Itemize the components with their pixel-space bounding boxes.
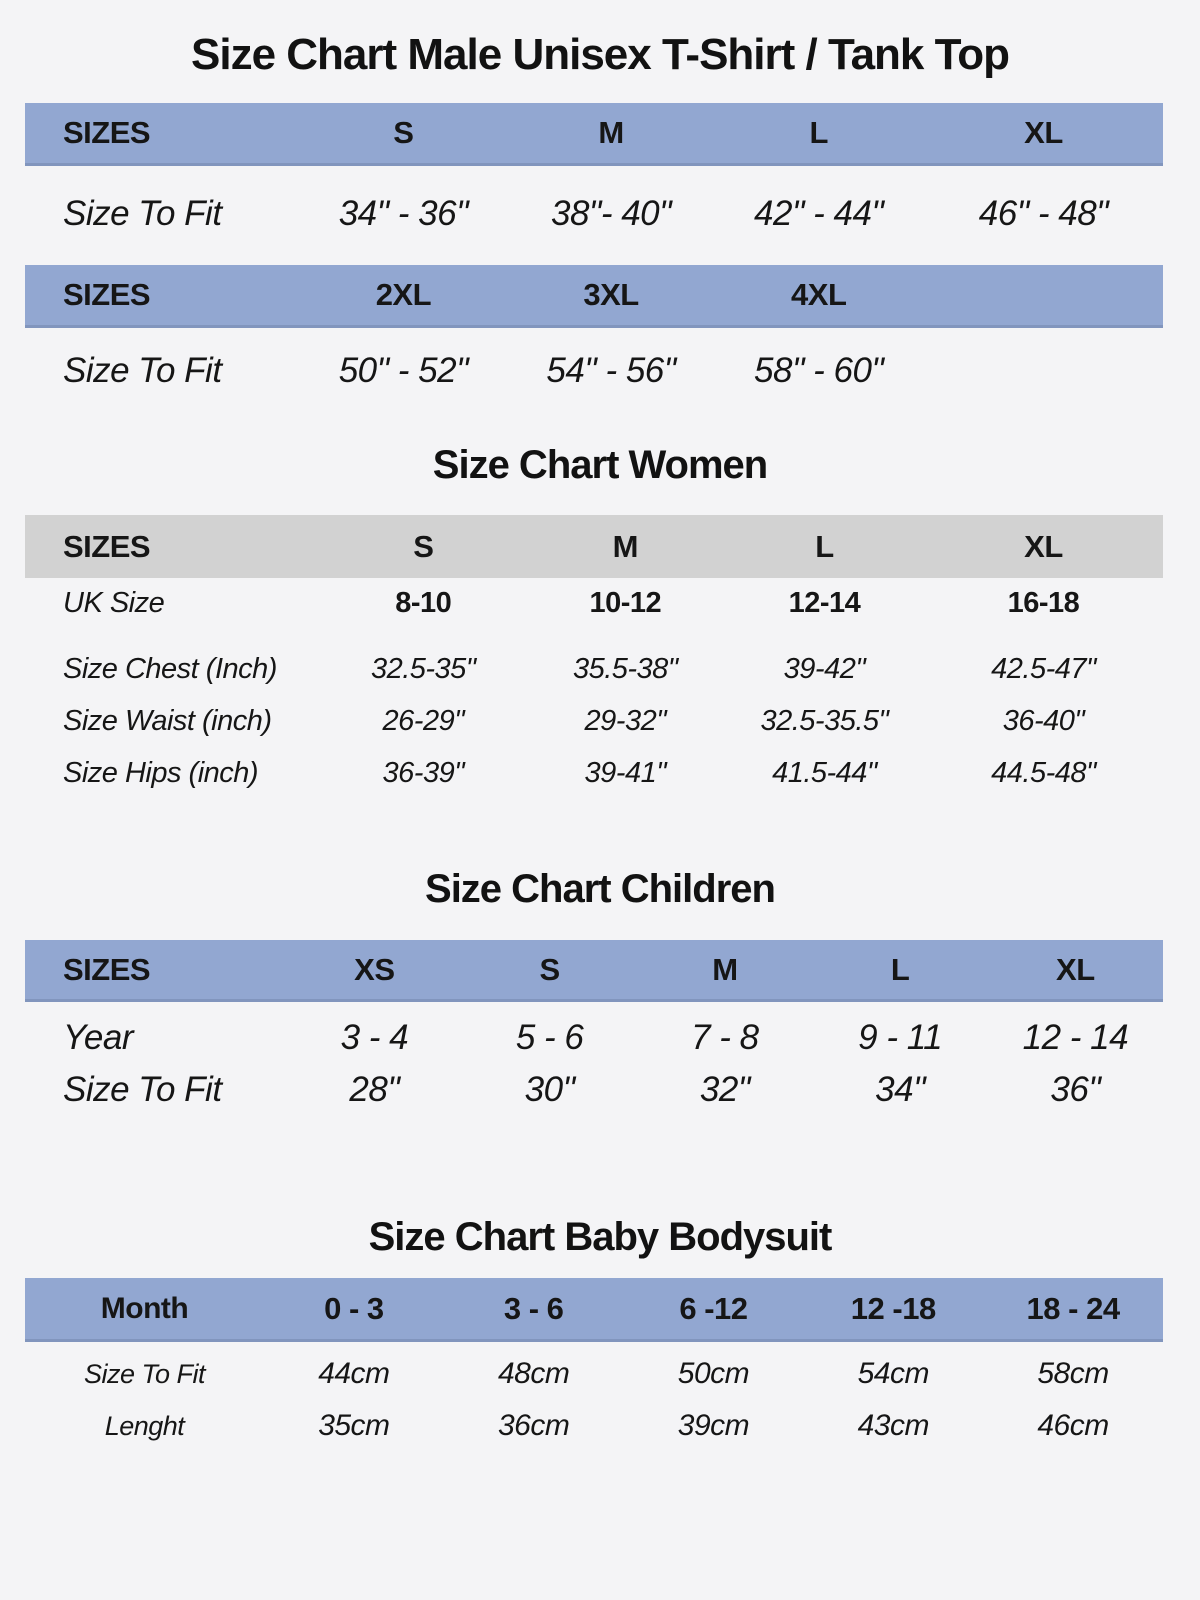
table-cell: 54" - 56" [546, 351, 676, 390]
table-cell: 36-40" [1002, 704, 1085, 737]
table-cell: 44cm [318, 1357, 390, 1390]
table-cell: 12 - 14 [1022, 1018, 1129, 1057]
male-header-xl: XL [1024, 115, 1063, 150]
table-cell: 36cm [497, 1409, 570, 1442]
male-header-3xl: 3XL [583, 277, 639, 312]
table-cell: 30" [524, 1070, 575, 1109]
table-cell: 3 - 4 [340, 1018, 409, 1057]
table-cell: 28" [349, 1070, 400, 1109]
table-cell: 43cm [857, 1409, 930, 1442]
table-cell: 36" [1050, 1070, 1101, 1109]
women-header-s: S [413, 528, 434, 564]
women-hips-row: Size Hips (inch) 36-39" 39-41" 41.5-44" … [25, 752, 1163, 794]
table-cell: 36-39" [382, 756, 465, 789]
table-cell: 26-29" [382, 704, 465, 737]
baby-header-6-12: 6 -12 [679, 1290, 748, 1326]
table-cell: 35cm [318, 1409, 390, 1442]
table-cell: 54cm [857, 1357, 930, 1390]
baby-header-3-6: 3 - 6 [503, 1290, 564, 1326]
table-cell: 34" - 36" [338, 194, 469, 233]
male-header-2xl: 2XL [375, 277, 432, 312]
table-cell: 7 - 8 [691, 1018, 759, 1057]
women-header-m: M [612, 528, 639, 564]
children-header-s: S [539, 951, 561, 987]
table-cell: 16-18 [1007, 586, 1080, 619]
row-label: Size Chest (Inch) [63, 652, 277, 685]
male-header-sizes: SIZES [63, 115, 151, 150]
row-label: Lenght [104, 1410, 185, 1441]
male-header-sizes-2: SIZES [63, 277, 151, 312]
table-cell: 58" - 60" [754, 351, 884, 390]
table-cell: 48cm [497, 1357, 570, 1390]
children-size-to-fit-row: Size To Fit 28" 30" 32" 34" 36" [25, 1066, 1163, 1114]
row-label: Size To Fit [63, 1070, 222, 1109]
row-label: Size To Fit [63, 194, 222, 233]
table-cell: 41.5-44" [772, 756, 877, 789]
women-header-sizes: SIZES [63, 528, 151, 564]
male-chart-title: Size Chart Male Unisex T-Shirt / Tank To… [191, 30, 1010, 79]
table-cell: 46cm [1037, 1409, 1109, 1442]
table-cell: 34" [875, 1070, 926, 1109]
male-header-s: S [393, 115, 414, 150]
table-cell: 32.5-35.5" [760, 704, 889, 737]
table-cell: 10-12 [589, 586, 662, 619]
children-year-row: Year 3 - 4 5 - 6 7 - 8 9 - 11 12 - 14 [25, 1014, 1163, 1062]
children-header-xl: XL [1056, 951, 1095, 987]
male-header-4xl: 4XL [791, 277, 847, 312]
table-cell: 42.5-47" [991, 652, 1096, 685]
row-label: UK Size [63, 586, 165, 619]
table-cell: 39-42" [783, 652, 866, 685]
table-cell: 5 - 6 [515, 1018, 584, 1057]
male-header-m: M [598, 115, 624, 150]
male-header-row-1: SIZES S M L XL [25, 103, 1163, 166]
children-header-row: SIZES XS S M L XL [25, 940, 1163, 1002]
row-label: Size To Fit [63, 351, 222, 390]
row-label: Year [63, 1018, 133, 1057]
baby-size-to-fit-row: Size To Fit 44cm 48cm 50cm 54cm 58cm [25, 1352, 1163, 1396]
row-label: Size Waist (inch) [63, 704, 272, 737]
male-header-l: L [809, 115, 828, 150]
table-cell: 38"- 40" [550, 194, 672, 233]
table-cell: 12-14 [788, 586, 861, 619]
row-label: Size Hips (inch) [63, 756, 259, 789]
children-header-xs: XS [354, 951, 395, 987]
women-header-xl: XL [1024, 528, 1063, 564]
male-size-to-fit-row-1: Size To Fit 34" - 36" 38"- 40" 42" - 44"… [25, 180, 1163, 248]
baby-length-row: Lenght 35cm 36cm 39cm 43cm 46cm [25, 1404, 1163, 1448]
baby-chart-title: Size Chart Baby Bodysuit [368, 1215, 833, 1259]
table-cell: 42" - 44" [754, 194, 884, 233]
baby-header-0-3: 0 - 3 [324, 1290, 384, 1326]
children-header-sizes: SIZES [63, 951, 151, 987]
table-cell: 39-41" [584, 756, 667, 789]
baby-header-18-24: 18 - 24 [1026, 1290, 1121, 1326]
children-header-l: L [890, 951, 910, 987]
baby-header-12-18: 12 -18 [850, 1290, 936, 1326]
baby-header-month: Month [100, 1291, 189, 1325]
table-cell: 8-10 [395, 586, 452, 619]
table-cell: 9 - 11 [858, 1018, 943, 1057]
women-chart-title: Size Chart Women [432, 443, 768, 487]
table-cell: 35.5-38" [572, 652, 678, 685]
table-cell: 58cm [1037, 1357, 1109, 1390]
table-cell: 32.5-35" [370, 652, 476, 685]
children-header-m: M [712, 951, 738, 987]
table-cell: 46" - 48" [978, 194, 1109, 233]
male-size-to-fit-row-2: Size To Fit 50" - 52" 54" - 56" 58" - 60… [25, 340, 1163, 402]
table-cell: 39cm [677, 1409, 750, 1442]
table-cell: 32" [699, 1070, 750, 1109]
baby-header-row: Month 0 - 3 3 - 6 6 -12 12 -18 18 - 24 [25, 1278, 1163, 1342]
table-cell: 29-32" [584, 704, 667, 737]
children-chart-title: Size Chart Children [425, 867, 776, 911]
women-header-row: SIZES S M L XL [25, 515, 1163, 578]
women-waist-row: Size Waist (inch) 26-29" 29-32" 32.5-35.… [25, 700, 1163, 742]
male-header-row-2: SIZES 2XL 3XL 4XL [25, 265, 1163, 328]
women-uk-size-row: UK Size 8-10 10-12 12-14 16-18 [25, 580, 1163, 626]
table-cell: 50" - 52" [338, 351, 469, 390]
table-cell: 44.5-48" [991, 756, 1096, 789]
women-header-l: L [815, 528, 834, 564]
row-label: Size To Fit [83, 1358, 206, 1389]
women-chest-row: Size Chest (Inch) 32.5-35" 35.5-38" 39-4… [25, 648, 1163, 690]
table-cell: 50cm [677, 1357, 750, 1390]
